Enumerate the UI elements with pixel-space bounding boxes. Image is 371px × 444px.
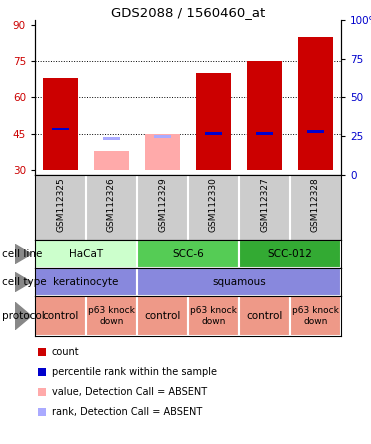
- Bar: [104, 137, 119, 140]
- Bar: [239, 296, 290, 336]
- Text: GSM112325: GSM112325: [56, 178, 65, 232]
- Bar: [43, 78, 78, 170]
- Polygon shape: [14, 302, 31, 330]
- Text: GSM112329: GSM112329: [158, 178, 167, 232]
- Text: control: control: [144, 311, 181, 321]
- Text: value, Detection Call = ABSENT: value, Detection Call = ABSENT: [52, 387, 207, 397]
- Bar: [290, 296, 341, 336]
- Bar: [38, 388, 46, 396]
- Bar: [247, 61, 282, 170]
- Text: p63 knock
down: p63 knock down: [190, 306, 237, 326]
- Bar: [52, 127, 69, 131]
- Text: control: control: [246, 311, 283, 321]
- Bar: [196, 73, 232, 170]
- Polygon shape: [14, 272, 31, 292]
- Bar: [38, 408, 46, 416]
- Bar: [93, 151, 129, 170]
- Text: squamous: squamous: [212, 277, 266, 287]
- Bar: [35, 268, 137, 296]
- Text: HaCaT: HaCaT: [69, 249, 103, 259]
- Bar: [137, 240, 239, 268]
- Text: SCC-012: SCC-012: [267, 249, 312, 259]
- Text: control: control: [42, 311, 79, 321]
- Bar: [86, 296, 137, 336]
- Text: GSM112328: GSM112328: [311, 178, 320, 232]
- Text: GSM112330: GSM112330: [209, 178, 218, 233]
- Text: count: count: [52, 347, 80, 357]
- Text: SCC-6: SCC-6: [172, 249, 204, 259]
- Bar: [38, 348, 46, 356]
- Polygon shape: [14, 244, 31, 264]
- Bar: [239, 240, 341, 268]
- Bar: [256, 132, 273, 135]
- Text: GSM112326: GSM112326: [107, 178, 116, 232]
- Bar: [35, 296, 86, 336]
- Text: protocol: protocol: [2, 311, 45, 321]
- Bar: [298, 37, 334, 170]
- Text: rank, Detection Call = ABSENT: rank, Detection Call = ABSENT: [52, 407, 202, 417]
- Bar: [35, 240, 137, 268]
- Text: keratinocyte: keratinocyte: [53, 277, 119, 287]
- Bar: [188, 296, 239, 336]
- Text: p63 knock
down: p63 knock down: [292, 306, 339, 326]
- Bar: [145, 134, 180, 170]
- Text: cell line: cell line: [2, 249, 42, 259]
- Text: percentile rank within the sample: percentile rank within the sample: [52, 367, 217, 377]
- Bar: [38, 368, 46, 376]
- Bar: [308, 130, 324, 133]
- Bar: [137, 268, 341, 296]
- Bar: [154, 135, 171, 138]
- Title: GDS2088 / 1560460_at: GDS2088 / 1560460_at: [111, 6, 265, 19]
- Bar: [137, 296, 188, 336]
- Text: cell type: cell type: [2, 277, 46, 287]
- Text: p63 knock
down: p63 knock down: [88, 306, 135, 326]
- Bar: [206, 132, 221, 135]
- Text: GSM112327: GSM112327: [260, 178, 269, 232]
